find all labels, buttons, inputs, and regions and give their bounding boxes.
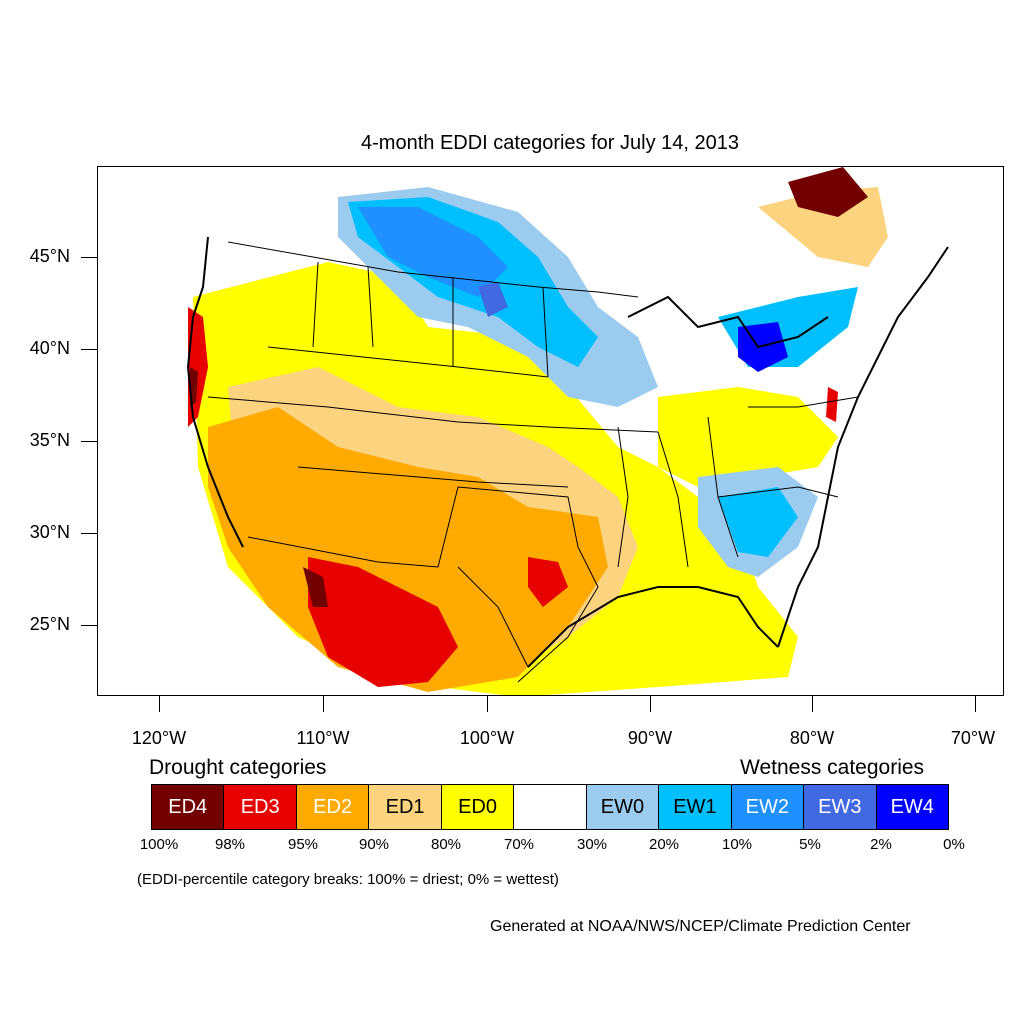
drought-shading <box>188 167 888 695</box>
legend-box-ed1: ED1 <box>369 785 442 829</box>
legend-box-ew0: EW0 <box>586 785 660 829</box>
lat-tick <box>81 349 97 350</box>
ed1-region-northeast <box>758 187 888 267</box>
lon-label: 120°W <box>131 728 187 748</box>
wetness-heading: Wetness categories <box>740 756 925 779</box>
break-label: 95% <box>287 836 319 853</box>
ew1-region-southeast <box>718 487 798 557</box>
legend-label: EW0 <box>600 795 645 818</box>
gulf-coast <box>527 586 779 668</box>
legend-label: ED0 <box>458 795 497 818</box>
lon-tick <box>975 696 976 712</box>
eastern-lines <box>617 396 859 568</box>
texas-outline <box>377 486 599 683</box>
lat-tick <box>81 257 97 258</box>
lon-tick <box>650 696 651 712</box>
legend-label: ED4 <box>168 795 208 818</box>
break-label: 0% <box>943 836 965 853</box>
great-lakes <box>627 295 829 349</box>
legend-label: ED2 <box>313 795 353 818</box>
break-label: 30% <box>576 836 608 853</box>
break-label: 80% <box>430 836 462 853</box>
ed4-region-quebec <box>788 167 868 217</box>
break-label: 100% <box>139 836 179 853</box>
break-label: 2% <box>870 836 892 853</box>
central-lines <box>207 346 659 563</box>
ew2-region-north <box>358 207 508 297</box>
legend-label: ED3 <box>240 795 280 818</box>
map-frame <box>97 166 1004 696</box>
map-title: 4-month EDDI categories for July 14, 201… <box>361 132 739 154</box>
ed3-region-southwest <box>308 557 458 687</box>
lon-tick <box>323 696 324 712</box>
credit: Generated at NOAA/NWS/NCEP/Climate Predi… <box>490 918 911 935</box>
lat-label: 35°N <box>29 430 70 450</box>
us-canada-border <box>227 241 639 298</box>
lon-label: 80°W <box>789 728 835 748</box>
legend-label: EW1 <box>673 795 717 818</box>
legend-label: ED1 <box>385 795 425 818</box>
eddi-map <box>186 167 949 695</box>
legend-box-ed0: ED0 <box>441 785 515 829</box>
break-label: 98% <box>214 836 246 853</box>
lat-label: 30°N <box>29 522 70 542</box>
lat-label: 45°N <box>29 246 70 266</box>
atlantic-coast <box>777 246 949 648</box>
legend-box-ew1: EW1 <box>659 785 732 829</box>
legend-box-ed2: ED2 <box>296 785 370 829</box>
lon-label: 100°W <box>459 728 515 748</box>
legend-box-ed4: ED4 <box>152 785 225 829</box>
lat-tick <box>81 625 97 626</box>
northern-tier-lines <box>312 261 549 378</box>
lon-tick <box>487 696 488 712</box>
break-label: 10% <box>721 836 753 853</box>
break-label: 5% <box>799 836 821 853</box>
legend-bar: ED4 ED3 ED2 ED1 ED0 EW0 EW1 EW2 EW3 EW4 <box>151 784 949 830</box>
lat-label: 25°N <box>29 614 70 634</box>
break-label: 70% <box>503 836 535 853</box>
legend-label: EW2 <box>745 795 790 818</box>
legend-box-ed3: ED3 <box>224 785 297 829</box>
lat-tick <box>81 533 97 534</box>
lon-tick <box>159 696 160 712</box>
state-boundaries <box>207 241 859 683</box>
legend-label: EW4 <box>890 795 934 818</box>
breaks-note: (EDDI-percentile category breaks: 100% =… <box>137 871 559 888</box>
ed4-region-arizona <box>303 567 328 607</box>
lon-label: 70°W <box>950 728 996 748</box>
lon-label: 110°W <box>296 728 350 748</box>
lat-label: 40°N <box>29 338 70 358</box>
pacific-coast <box>186 236 244 548</box>
ed0-region-ohio-valley <box>658 387 838 487</box>
legend-label: EW3 <box>818 795 862 818</box>
coastlines <box>186 236 949 668</box>
legend-box-normal <box>514 785 587 829</box>
lat-tick <box>81 441 97 442</box>
lon-label: 90°W <box>627 728 673 748</box>
ed3-region-texas <box>528 557 568 607</box>
legend-box-ew2: EW2 <box>731 785 805 829</box>
lon-tick <box>812 696 813 712</box>
ed2-region-southwest <box>208 407 608 692</box>
ew3-region-dakota <box>478 282 508 317</box>
break-label: 20% <box>648 836 680 853</box>
ed3-region-east-coast <box>826 387 838 422</box>
break-label: 90% <box>358 836 390 853</box>
drought-heading: Drought categories <box>149 756 327 779</box>
legend-box-ew3: EW3 <box>804 785 877 829</box>
legend-box-ew4: EW4 <box>876 785 948 829</box>
